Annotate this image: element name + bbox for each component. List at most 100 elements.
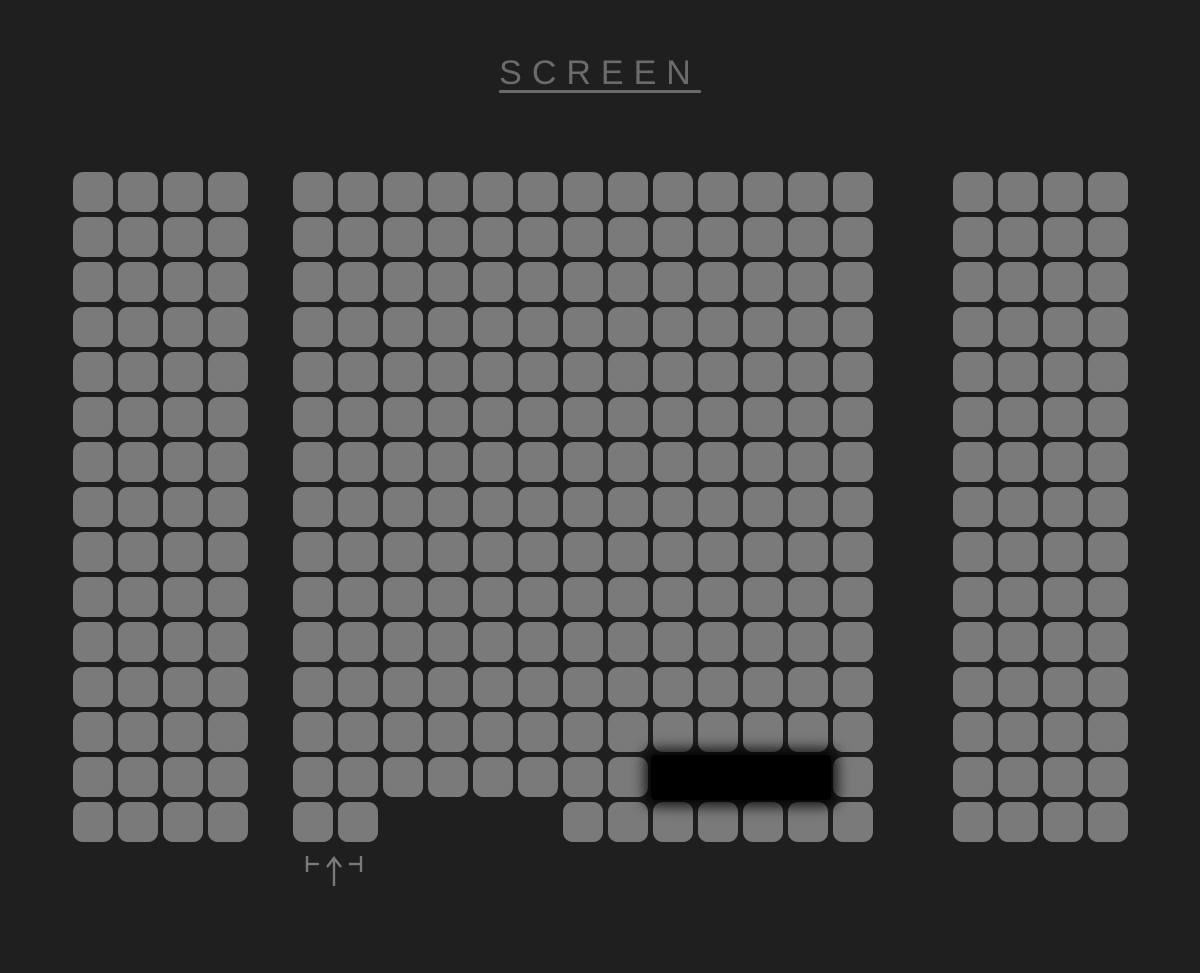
- seat[interactable]: [1088, 172, 1128, 212]
- seat[interactable]: [788, 532, 828, 572]
- seat[interactable]: [833, 217, 873, 257]
- seat[interactable]: [293, 667, 333, 707]
- seat[interactable]: [788, 802, 828, 842]
- seat[interactable]: [383, 622, 423, 662]
- seat[interactable]: [743, 622, 783, 662]
- seat[interactable]: [428, 577, 468, 617]
- seat[interactable]: [208, 532, 248, 572]
- seat[interactable]: [608, 397, 648, 437]
- seat[interactable]: [998, 712, 1038, 752]
- seat[interactable]: [743, 667, 783, 707]
- seat[interactable]: [998, 757, 1038, 797]
- seat[interactable]: [743, 397, 783, 437]
- seat[interactable]: [518, 757, 558, 797]
- seat[interactable]: [383, 532, 423, 572]
- seat[interactable]: [118, 667, 158, 707]
- seat[interactable]: [563, 442, 603, 482]
- seat[interactable]: [473, 352, 513, 392]
- seat[interactable]: [518, 217, 558, 257]
- seat[interactable]: [608, 622, 648, 662]
- seat[interactable]: [563, 667, 603, 707]
- seat[interactable]: [383, 307, 423, 347]
- seat[interactable]: [293, 217, 333, 257]
- seat[interactable]: [208, 667, 248, 707]
- seat[interactable]: [338, 217, 378, 257]
- seat[interactable]: [653, 712, 693, 752]
- seat[interactable]: [338, 352, 378, 392]
- seat[interactable]: [73, 712, 113, 752]
- seat[interactable]: [1088, 352, 1128, 392]
- seat[interactable]: [118, 712, 158, 752]
- seat[interactable]: [998, 397, 1038, 437]
- seat[interactable]: [608, 712, 648, 752]
- seat[interactable]: [293, 442, 333, 482]
- seat[interactable]: [383, 217, 423, 257]
- seat[interactable]: [1043, 397, 1083, 437]
- seat[interactable]: [208, 757, 248, 797]
- seat[interactable]: [338, 442, 378, 482]
- seat[interactable]: [208, 172, 248, 212]
- seat[interactable]: [73, 487, 113, 527]
- seat[interactable]: [383, 712, 423, 752]
- seat[interactable]: [163, 667, 203, 707]
- seat[interactable]: [1088, 802, 1128, 842]
- seat[interactable]: [1043, 442, 1083, 482]
- seat[interactable]: [163, 217, 203, 257]
- seat[interactable]: [338, 397, 378, 437]
- seat[interactable]: [788, 262, 828, 302]
- seat[interactable]: [653, 577, 693, 617]
- seat[interactable]: [518, 622, 558, 662]
- seat[interactable]: [998, 802, 1038, 842]
- seat[interactable]: [563, 397, 603, 437]
- seat[interactable]: [518, 397, 558, 437]
- seat[interactable]: [653, 262, 693, 302]
- seat[interactable]: [73, 532, 113, 572]
- seat[interactable]: [428, 172, 468, 212]
- seat[interactable]: [608, 757, 648, 797]
- seat[interactable]: [118, 172, 158, 212]
- seat[interactable]: [698, 712, 738, 752]
- seat[interactable]: [518, 532, 558, 572]
- seat[interactable]: [698, 802, 738, 842]
- seat[interactable]: [608, 172, 648, 212]
- seat[interactable]: [743, 172, 783, 212]
- seat[interactable]: [953, 712, 993, 752]
- seat[interactable]: [1088, 712, 1128, 752]
- seat[interactable]: [698, 532, 738, 572]
- seat[interactable]: [208, 262, 248, 302]
- seat[interactable]: [163, 802, 203, 842]
- seat[interactable]: [608, 217, 648, 257]
- seat[interactable]: [563, 757, 603, 797]
- seat[interactable]: [473, 757, 513, 797]
- seat[interactable]: [518, 442, 558, 482]
- seat[interactable]: [208, 712, 248, 752]
- seat[interactable]: [293, 262, 333, 302]
- seat[interactable]: [1043, 217, 1083, 257]
- seat[interactable]: [953, 487, 993, 527]
- seat[interactable]: [293, 802, 333, 842]
- seat[interactable]: [208, 487, 248, 527]
- seat[interactable]: [698, 262, 738, 302]
- seat[interactable]: [1088, 757, 1128, 797]
- seat[interactable]: [73, 352, 113, 392]
- seat[interactable]: [293, 307, 333, 347]
- seat[interactable]: [428, 622, 468, 662]
- seat[interactable]: [428, 397, 468, 437]
- seat[interactable]: [118, 622, 158, 662]
- seat[interactable]: [428, 307, 468, 347]
- seat[interactable]: [998, 577, 1038, 617]
- seat[interactable]: [518, 712, 558, 752]
- seat[interactable]: [1088, 487, 1128, 527]
- seat[interactable]: [653, 667, 693, 707]
- seat[interactable]: [208, 352, 248, 392]
- seat[interactable]: [743, 577, 783, 617]
- seat[interactable]: [833, 307, 873, 347]
- seat[interactable]: [473, 667, 513, 707]
- seat[interactable]: [73, 442, 113, 482]
- seat[interactable]: [473, 217, 513, 257]
- seat[interactable]: [788, 217, 828, 257]
- seat[interactable]: [163, 577, 203, 617]
- seat[interactable]: [163, 487, 203, 527]
- seat[interactable]: [563, 307, 603, 347]
- seat[interactable]: [208, 217, 248, 257]
